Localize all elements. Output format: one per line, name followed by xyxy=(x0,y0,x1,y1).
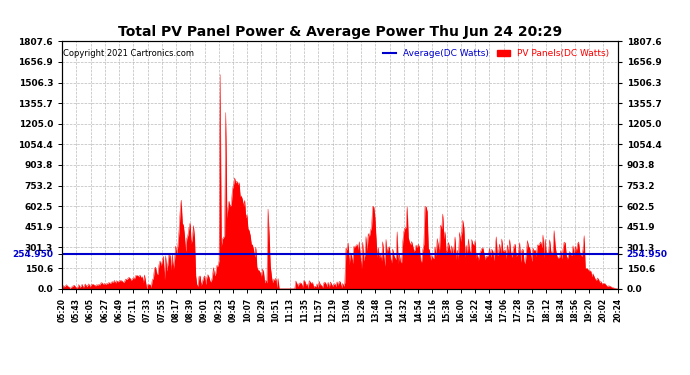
Title: Total PV Panel Power & Average Power Thu Jun 24 20:29: Total PV Panel Power & Average Power Thu… xyxy=(118,25,562,39)
Legend: Average(DC Watts), PV Panels(DC Watts): Average(DC Watts), PV Panels(DC Watts) xyxy=(379,46,613,62)
Text: Copyright 2021 Cartronics.com: Copyright 2021 Cartronics.com xyxy=(63,49,194,58)
